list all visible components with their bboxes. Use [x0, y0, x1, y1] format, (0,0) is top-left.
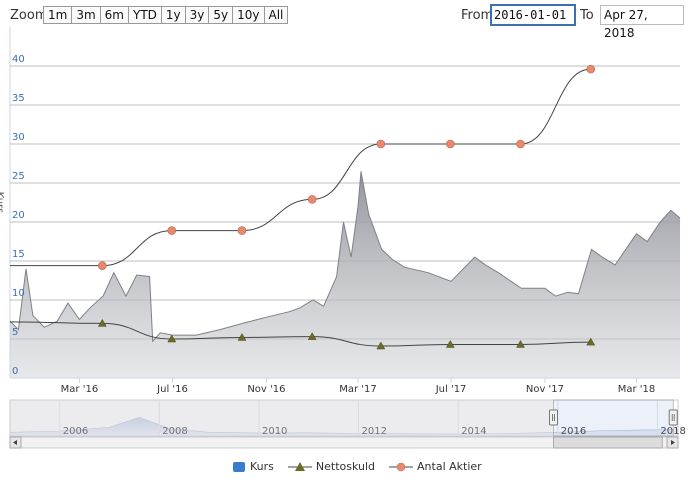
legend-item-antal-aktier[interactable]: Antal Aktier [389, 460, 482, 473]
legend: Kurs Nettoskuld Antal Aktier [232, 460, 482, 473]
nettoskuld-marker[interactable] [516, 339, 525, 348]
nettoskuld-marker[interactable] [586, 337, 596, 346]
zoom-3y-button[interactable]: 3y [185, 7, 210, 23]
nettoskuld-marker[interactable] [445, 339, 455, 348]
chevron-right-icon [671, 440, 675, 445]
antal-aktier-marker[interactable] [446, 139, 455, 149]
to-label: To [580, 8, 594, 23]
nettoskuld-marker[interactable] [97, 318, 107, 327]
navigator-year-label: 2014 [461, 426, 486, 437]
antal-aktier-marker[interactable] [307, 195, 317, 204]
legend-label-antal-aktier: Antal Aktier [417, 460, 482, 473]
y-axis-title: Kurs [0, 192, 5, 214]
legend-item-nettoskuld[interactable]: Nettoskuld [287, 460, 376, 473]
navigator-handle-left[interactable] [549, 409, 559, 426]
kurs-line [9, 171, 681, 343]
legend-item-kurs[interactable]: Kurs [232, 460, 274, 473]
zoom-all-button[interactable]: All [264, 7, 288, 23]
from-label: From [461, 8, 494, 23]
zoom-3m-button[interactable]: 3m [72, 7, 101, 23]
y-tick-label: 20 [12, 210, 25, 221]
zoom-10y-button[interactable]: 10y [233, 7, 265, 23]
y-tick-label: 25 [12, 171, 25, 182]
from-date-input[interactable] [490, 4, 576, 26]
chevron-left-icon [13, 440, 17, 445]
series-markers [97, 64, 596, 350]
y-tick-label: 5 [12, 327, 18, 338]
legend-swatch-antal-aktier [389, 462, 414, 471]
x-tick-label: Jul '17 [435, 384, 467, 395]
range-selector-toolbar: Zoom 1m 3m 6m YTD 1y 3y 5y 10y All From … [0, 0, 690, 40]
zoom-button-group: 1m 3m 6m YTD 1y 3y 5y 10y All [43, 6, 289, 24]
zoom-ytd-button[interactable]: YTD [128, 7, 162, 23]
antal-aktier-marker[interactable] [376, 139, 386, 149]
zoom-1m-button[interactable]: 1m [44, 7, 73, 23]
nettoskuld-marker[interactable] [307, 332, 317, 340]
y-tick-label: 30 [12, 132, 25, 143]
x-tick-label: Mar '17 [339, 384, 377, 395]
y-tick-label: 0 [12, 366, 18, 377]
navigator-year-label: 2006 [63, 426, 88, 437]
antal-aktier-marker[interactable] [516, 139, 525, 149]
legend-swatch-nettoskuld [287, 461, 312, 471]
navigator-year-label: 2008 [162, 426, 187, 437]
nettoskuld-marker[interactable] [376, 341, 386, 350]
nettoskuld-marker[interactable] [237, 332, 247, 341]
legend-label-nettoskuld: Nettoskuld [315, 460, 376, 473]
y-tick-label: 40 [12, 54, 25, 65]
navigator-handle-right[interactable] [668, 409, 678, 426]
antal-aktier-marker[interactable] [237, 226, 247, 235]
nettoskuld-marker[interactable] [167, 334, 177, 343]
antal-aktier-marker[interactable] [167, 226, 177, 235]
legend-label-kurs: Kurs [250, 460, 274, 473]
zoom-1y-button[interactable]: 1y [161, 7, 186, 23]
y-tick-label: 35 [12, 93, 25, 104]
navigator-selection[interactable] [553, 399, 674, 437]
antal-aktier-marker[interactable] [586, 64, 596, 74]
axes: 0 5 10 15 20 25 30 35 40 Kurs Mar '16 Jul '16 Nov '1… [0, 54, 680, 395]
kurs-area [9, 171, 681, 378]
x-tick-label: Mar '16 [61, 384, 99, 395]
to-date-input[interactable]: Apr 27, 2018 [600, 5, 684, 40]
zoom-label: Zoom [10, 8, 48, 23]
kurs-area-fill [10, 171, 680, 378]
navigator-mask-left [10, 400, 554, 436]
navigator-year-label: 2016 [561, 426, 586, 437]
zoom-6m-button[interactable]: 6m [100, 7, 129, 23]
y-tick-label: 10 [12, 288, 25, 299]
antal-aktier-line [9, 68, 591, 267]
antal-aktier-marker[interactable] [98, 261, 107, 270]
scrollbar-thumb[interactable] [553, 436, 663, 449]
y-tick-label: 15 [12, 249, 25, 260]
zoom-5y-button[interactable]: 5y [209, 7, 234, 23]
navigator-year-label: 2012 [362, 426, 387, 437]
navigator[interactable]: 2006200820102012201420162018 [9, 399, 686, 449]
x-tick-label: Nov '16 [247, 384, 285, 395]
x-tick-label: Nov '17 [526, 384, 564, 395]
x-tick-label: Jul '16 [156, 384, 188, 395]
navigator-year-label: 2010 [262, 426, 287, 437]
legend-swatch-kurs [233, 461, 245, 472]
x-tick-label: Mar '18 [618, 384, 656, 395]
